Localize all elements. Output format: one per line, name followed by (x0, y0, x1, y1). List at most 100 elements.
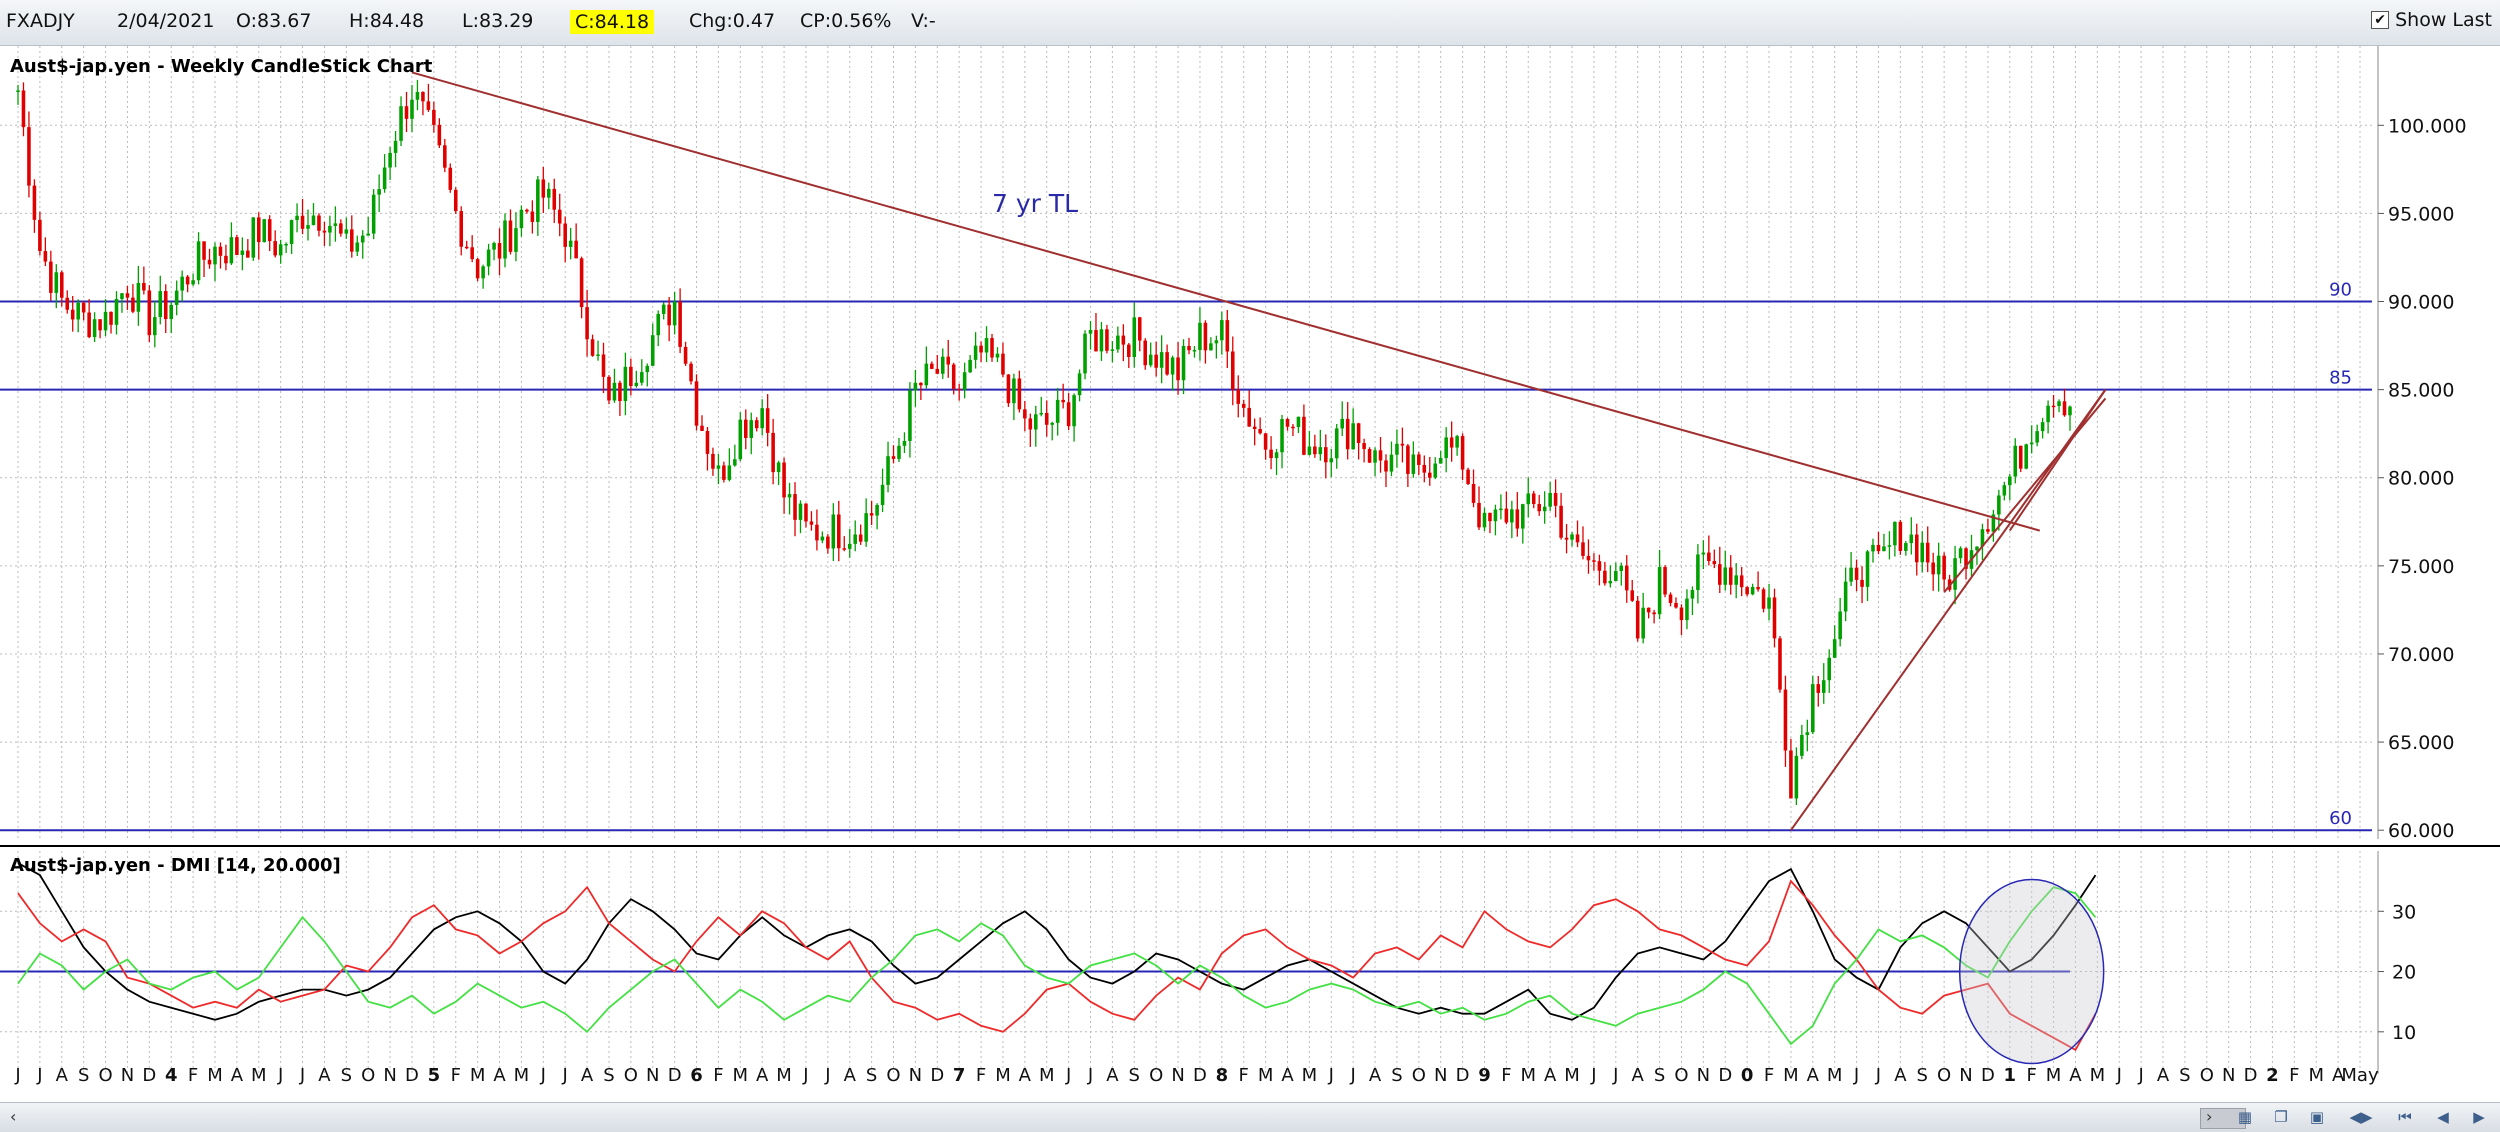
save-chart-icon[interactable]: ▣ (2309, 1108, 2325, 1126)
candle (497, 228, 502, 276)
candle-body (1422, 464, 1427, 473)
scroll-prev-icon[interactable]: ◀ (2437, 1108, 2449, 1126)
candle (273, 230, 277, 258)
dmi-pane[interactable]: 30 20 10 (0, 851, 2416, 1074)
candle (1422, 455, 1427, 483)
x-tick-label: A (844, 1065, 857, 1086)
candle (1192, 346, 1197, 358)
change-percent-value: CP:0.56% (800, 10, 892, 32)
candle-body (371, 194, 376, 234)
candle (1460, 433, 1465, 481)
candle-body (393, 140, 398, 153)
candle-body (481, 266, 485, 279)
x-tick-label: A (2332, 1065, 2345, 1086)
candle (1756, 571, 1760, 592)
checkbox-icon[interactable]: ✔ (2371, 11, 2390, 29)
candle (1854, 559, 1859, 592)
candle (262, 218, 267, 243)
candle (864, 498, 868, 547)
x-tick-label: D (1456, 1065, 1470, 1086)
x-tick-label: O (2200, 1065, 2214, 1086)
candle (1072, 393, 1076, 442)
candle (722, 461, 726, 483)
candle-body (98, 319, 102, 331)
open-value: O:83.67 (236, 10, 312, 32)
candle (59, 270, 64, 307)
support-label-90: 90 (2329, 280, 2352, 301)
candle (705, 426, 710, 471)
candle-body (278, 244, 283, 256)
x-tick-label: S (2179, 1065, 2190, 1086)
candle (1772, 588, 1777, 648)
candle-body (1581, 542, 1585, 556)
candle (683, 341, 688, 366)
candle-body (421, 91, 425, 102)
candle (1887, 531, 1892, 560)
candle-body (1652, 612, 1656, 615)
candle (404, 91, 409, 133)
candle (114, 291, 119, 335)
price-pane[interactable]: 100.000 95.000 90.000 85.000 80.000 75.000 70.… (0, 46, 2467, 842)
candle (185, 275, 190, 293)
scroll-right-icon[interactable]: › (2206, 1107, 2213, 1126)
chart-layout-icon[interactable]: ▦ (2237, 1108, 2253, 1126)
zoom-out-icon[interactable]: ◀▶ (2349, 1108, 2373, 1126)
candle (2068, 405, 2072, 431)
x-tick-label: D (1193, 1065, 1207, 1086)
candle (163, 284, 168, 334)
candle (49, 250, 53, 301)
candle-body (1225, 320, 1230, 352)
candle (191, 273, 195, 286)
x-tick-label: F (1501, 1065, 1511, 1086)
duplicate-chart-icon[interactable]: ❐ (2274, 1108, 2288, 1126)
candle-body (1466, 469, 1470, 484)
candle-body (1521, 504, 1525, 529)
candle-body (1460, 436, 1465, 470)
candle-body (1679, 607, 1684, 621)
candle (1143, 338, 1148, 370)
candle-body (1373, 450, 1377, 463)
candle-body (464, 246, 469, 249)
candle-body (1148, 354, 1153, 366)
candle-body (1871, 544, 1875, 552)
candle-body (623, 366, 628, 402)
close-value: C:84.18 (570, 10, 655, 34)
candle-body (1241, 403, 1246, 408)
candle-body (590, 339, 595, 356)
candle-body (300, 215, 305, 229)
candle (1444, 427, 1448, 473)
candle (1006, 374, 1011, 407)
candle (968, 354, 972, 374)
candle-body (185, 276, 190, 285)
candle (1176, 342, 1180, 395)
x-tick-label: M (2308, 1065, 2324, 1086)
candle-body (350, 229, 354, 252)
x-tick-label: S (1129, 1065, 1140, 1086)
candle (1400, 427, 1405, 463)
candle (1345, 402, 1350, 460)
candle (1510, 500, 1514, 539)
candle (2024, 443, 2028, 470)
scroll-left-icon[interactable]: ‹ (10, 1107, 17, 1126)
candle-body (1482, 512, 1487, 528)
trendline-annotation: 7 yr TL (992, 189, 1078, 218)
candle (623, 352, 628, 416)
scroll-next-icon[interactable]: ▶ (2473, 1108, 2485, 1126)
chart-area[interactable]: 100.000 95.000 90.000 85.000 80.000 75.000 70.… (0, 46, 2500, 1086)
x-tick-label: M (1564, 1065, 1580, 1086)
candle-body (1329, 458, 1334, 463)
x-tick-label: A (2069, 1065, 2082, 1086)
candle (196, 232, 201, 285)
scroll-start-icon[interactable]: ⏮ (2398, 1108, 2412, 1126)
candle (1991, 509, 1996, 542)
candle (995, 347, 1000, 363)
candle (1012, 373, 1016, 421)
x-tick-label: J (2116, 1065, 2122, 1086)
candle (1269, 436, 1273, 470)
candle-body (1838, 611, 1842, 640)
scrollbar-thumb[interactable] (2200, 1108, 2246, 1129)
candle-body (541, 179, 546, 198)
candle (782, 457, 786, 514)
candle (1811, 675, 1815, 735)
show-last-toggle[interactable]: ✔ Show Last (2371, 9, 2492, 31)
